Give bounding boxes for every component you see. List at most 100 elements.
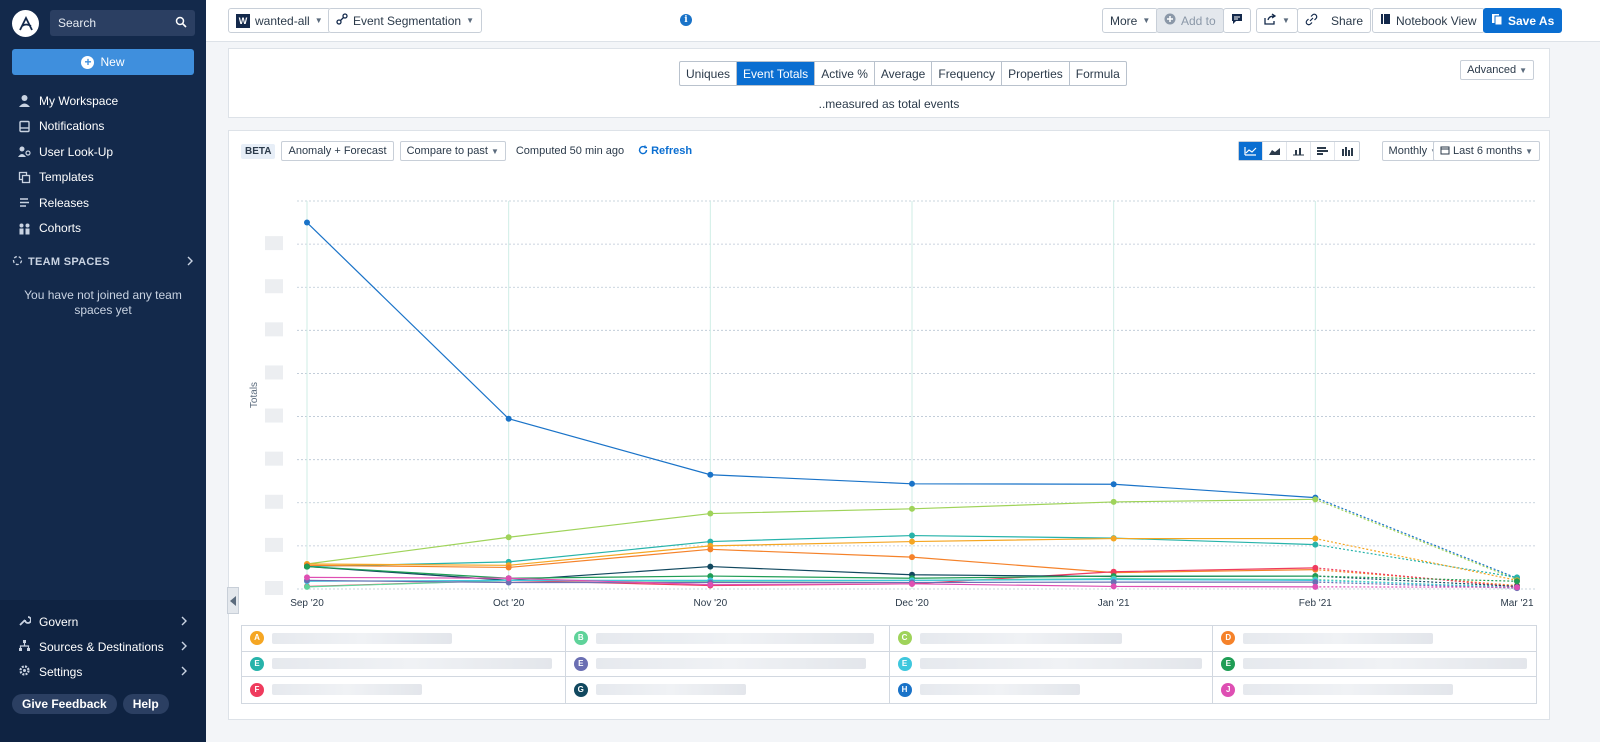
sidebar-item-my-workspace[interactable]: My Workspace <box>0 88 206 114</box>
sidebar-item-notifications[interactable]: Notifications <box>0 114 206 140</box>
legend-item[interactable]: C <box>890 626 1214 651</box>
date-range-selector[interactable]: Last 6 months ▼ <box>1432 141 1540 161</box>
bar-chart-icon[interactable] <box>1287 142 1311 160</box>
compare-label: Compare to past <box>406 145 488 157</box>
horizontal-bar-icon[interactable] <box>1311 142 1335 160</box>
help-button[interactable]: Help <box>122 694 169 714</box>
sidebar-item-settings[interactable]: Settings <box>0 659 206 684</box>
advanced-button[interactable]: Advanced ▼ <box>1460 60 1534 80</box>
legend-item[interactable]: E <box>566 651 890 676</box>
series-partial-line <box>1315 544 1518 578</box>
legend-item[interactable]: H <box>890 677 1214 703</box>
user-lookup-icon <box>18 145 31 158</box>
chevron-down-icon: ▼ <box>1525 146 1533 156</box>
data-point <box>1514 584 1520 591</box>
calendar-icon <box>1440 145 1450 158</box>
sidebar-item-releases[interactable]: Releases <box>0 190 206 216</box>
legend-item[interactable]: E <box>890 651 1214 676</box>
area-chart-icon[interactable] <box>1263 142 1287 160</box>
sidebar-item-govern[interactable]: Govern <box>0 609 206 634</box>
hierarchy-icon <box>18 639 31 655</box>
stacked-bar-icon[interactable] <box>1335 142 1359 160</box>
tab-frequency[interactable]: Frequency <box>932 62 1003 85</box>
save-as-button[interactable]: Save As <box>1483 8 1563 33</box>
chart-series <box>304 219 1520 592</box>
series-partial-line <box>1315 537 1518 581</box>
legend-item[interactable]: F <box>242 677 566 703</box>
compare-to-past-button[interactable]: Compare to past ▼ <box>399 141 506 161</box>
line-chart-icon[interactable] <box>1239 142 1263 160</box>
series-c <box>304 496 1520 583</box>
cohorts-icon <box>18 222 31 235</box>
tab-uniques[interactable]: Uniques <box>680 62 738 85</box>
chevron-right-icon[interactable] <box>186 256 194 269</box>
tab-active-percent[interactable]: Active % <box>815 62 875 85</box>
refresh-button[interactable]: Refresh <box>638 145 692 158</box>
tab-properties[interactable]: Properties <box>1002 62 1070 85</box>
add-to-button[interactable]: Add to <box>1156 8 1224 33</box>
series-line <box>306 534 1316 568</box>
chart-type-label: Event Segmentation <box>353 13 462 28</box>
legend-item[interactable]: E <box>1213 652 1536 677</box>
team-spaces-header[interactable]: TEAM SPACES <box>12 255 194 269</box>
give-feedback-button[interactable]: Give Feedback <box>12 694 117 714</box>
collapse-panel-handle[interactable] <box>227 587 239 614</box>
tab-average[interactable]: Average <box>875 62 933 85</box>
chart-panel: BETA Anomaly + Forecast Compare to past … <box>228 130 1550 720</box>
sidebar-item-label: Releases <box>39 195 90 210</box>
legend-item[interactable]: J <box>1213 677 1536 703</box>
y-axis-ticks <box>265 236 283 595</box>
tab-formula[interactable]: Formula <box>1075 66 1120 81</box>
notebook-view-button[interactable]: Notebook View <box>1372 8 1485 33</box>
legend-badge: E <box>897 656 912 671</box>
export-button[interactable]: ▼ <box>1256 8 1298 33</box>
legend-item[interactable]: E <box>242 651 566 676</box>
project-selector[interactable]: W wanted-all ▼ <box>228 8 331 33</box>
legend-row: E E E E <box>242 651 1536 677</box>
info-icon[interactable]: i <box>680 14 692 26</box>
legend-badge: G <box>573 682 588 697</box>
data-point <box>304 563 310 570</box>
copy-link-button[interactable] <box>1297 8 1326 33</box>
new-button[interactable]: + New <box>12 49 194 75</box>
wrench-icon <box>18 614 32 630</box>
chart-type-selector[interactable]: Event Segmentation ▼ <box>328 8 482 33</box>
legend-item[interactable]: B <box>566 626 890 651</box>
amplitude-logo-icon[interactable] <box>12 10 39 37</box>
chart-grid <box>297 200 1537 590</box>
more-button[interactable]: More ▼ <box>1102 8 1159 33</box>
legend-label-redacted <box>1243 658 1528 670</box>
legend-label-redacted <box>595 658 866 670</box>
sidebar-item-sources-destinations[interactable]: Sources & Destinations <box>0 634 206 659</box>
data-point <box>1312 583 1319 590</box>
legend-badge: E <box>573 656 588 671</box>
sidebar-item-cohorts[interactable]: Cohorts <box>0 216 206 242</box>
legend-item[interactable]: G <box>566 677 890 703</box>
data-point <box>505 564 512 571</box>
data-point <box>707 563 714 570</box>
anomaly-forecast-button[interactable]: Anomaly + Forecast <box>281 141 394 161</box>
search-icon[interactable] <box>175 16 187 31</box>
data-point <box>909 538 915 545</box>
tab-event-totals[interactable]: Event Totals <box>737 62 816 85</box>
share-button[interactable]: Share <box>1324 8 1372 33</box>
y-tick-label-redacted <box>265 279 283 294</box>
search-input[interactable]: Search <box>50 10 195 36</box>
share-label: Share <box>1331 13 1364 28</box>
legend-item[interactable]: D <box>1213 626 1536 651</box>
sidebar-item-label: Settings <box>39 664 83 679</box>
more-label: More <box>1110 13 1138 28</box>
chart-legend: A B C D E E E E F G H J <box>241 625 1537 704</box>
data-point <box>1110 583 1117 590</box>
y-tick-label-redacted <box>265 408 283 423</box>
legend-item[interactable]: A <box>242 626 566 651</box>
data-point <box>707 573 714 580</box>
legend-label-redacted <box>1243 632 1434 644</box>
sidebar-item-templates[interactable]: Templates <box>0 165 206 191</box>
sidebar-item-user-lookup[interactable]: User Look-Up <box>0 139 206 165</box>
data-point <box>1110 568 1117 575</box>
y-tick-label-redacted <box>265 494 283 509</box>
comment-button[interactable] <box>1223 8 1251 33</box>
data-point <box>707 471 714 478</box>
team-spaces-icon <box>12 255 23 269</box>
